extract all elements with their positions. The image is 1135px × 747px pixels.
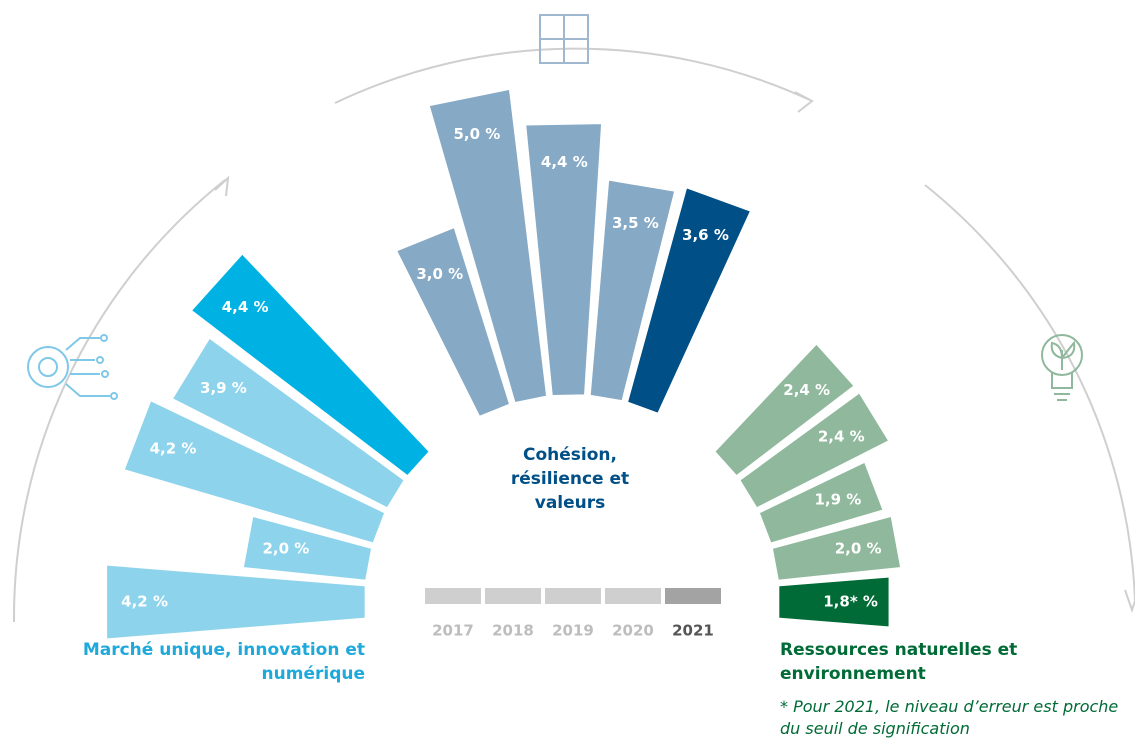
bar [757,460,885,545]
value-label: 4,2 % [121,593,168,611]
value-label: 2,4 % [783,381,830,399]
legend-swatch [425,588,481,604]
value-label: 3,6 % [682,226,729,244]
bar [588,178,677,403]
value-label: 2,4 % [818,427,865,445]
group-title: Marché unique, innovation et numérique [82,640,365,684]
legend-label: 2021 [672,622,714,640]
bar [737,390,891,510]
bar [170,336,407,510]
legend-label: 2019 [552,622,594,640]
bar [777,575,891,629]
legend-label: 2017 [432,622,474,640]
value-label: 3,0 % [416,265,463,283]
legend-swatch [665,588,721,604]
legend-swatch [485,588,541,604]
value-label: 2,0 % [835,539,882,557]
legend-swatch [545,588,601,604]
value-label: 4,2 % [150,439,197,457]
bar [770,514,903,582]
legend-label: 2020 [612,622,654,640]
value-label: 4,4 % [222,298,269,316]
footnote: * Pour 2021, le niveau d’erreur est proc… [780,697,1119,738]
bar [394,225,512,419]
bar [189,251,432,478]
puzzle-icon [539,14,589,64]
value-label: 1,9 % [814,490,861,508]
group-title: Ressources naturelles et environnement [780,640,1018,684]
value-label: 5,0 % [453,125,500,143]
value-label: 3,5 % [612,214,659,232]
value-label: 4,4 % [541,153,588,171]
value-label: 1,8* % [823,593,878,611]
bar [625,185,753,416]
bulb-icon [1041,334,1083,401]
bar [427,87,549,405]
bar [712,342,857,478]
bar [524,122,604,398]
value-label: 2,0 % [262,539,309,557]
bar [122,398,387,545]
group-title: Cohésion, résilience et valeurs [510,445,630,513]
legend-label: 2018 [492,622,534,640]
legend-swatch [605,588,661,604]
value-label: 3,9 % [200,379,247,397]
gear-icon [27,334,118,400]
bar [241,514,374,582]
bar [105,563,367,641]
